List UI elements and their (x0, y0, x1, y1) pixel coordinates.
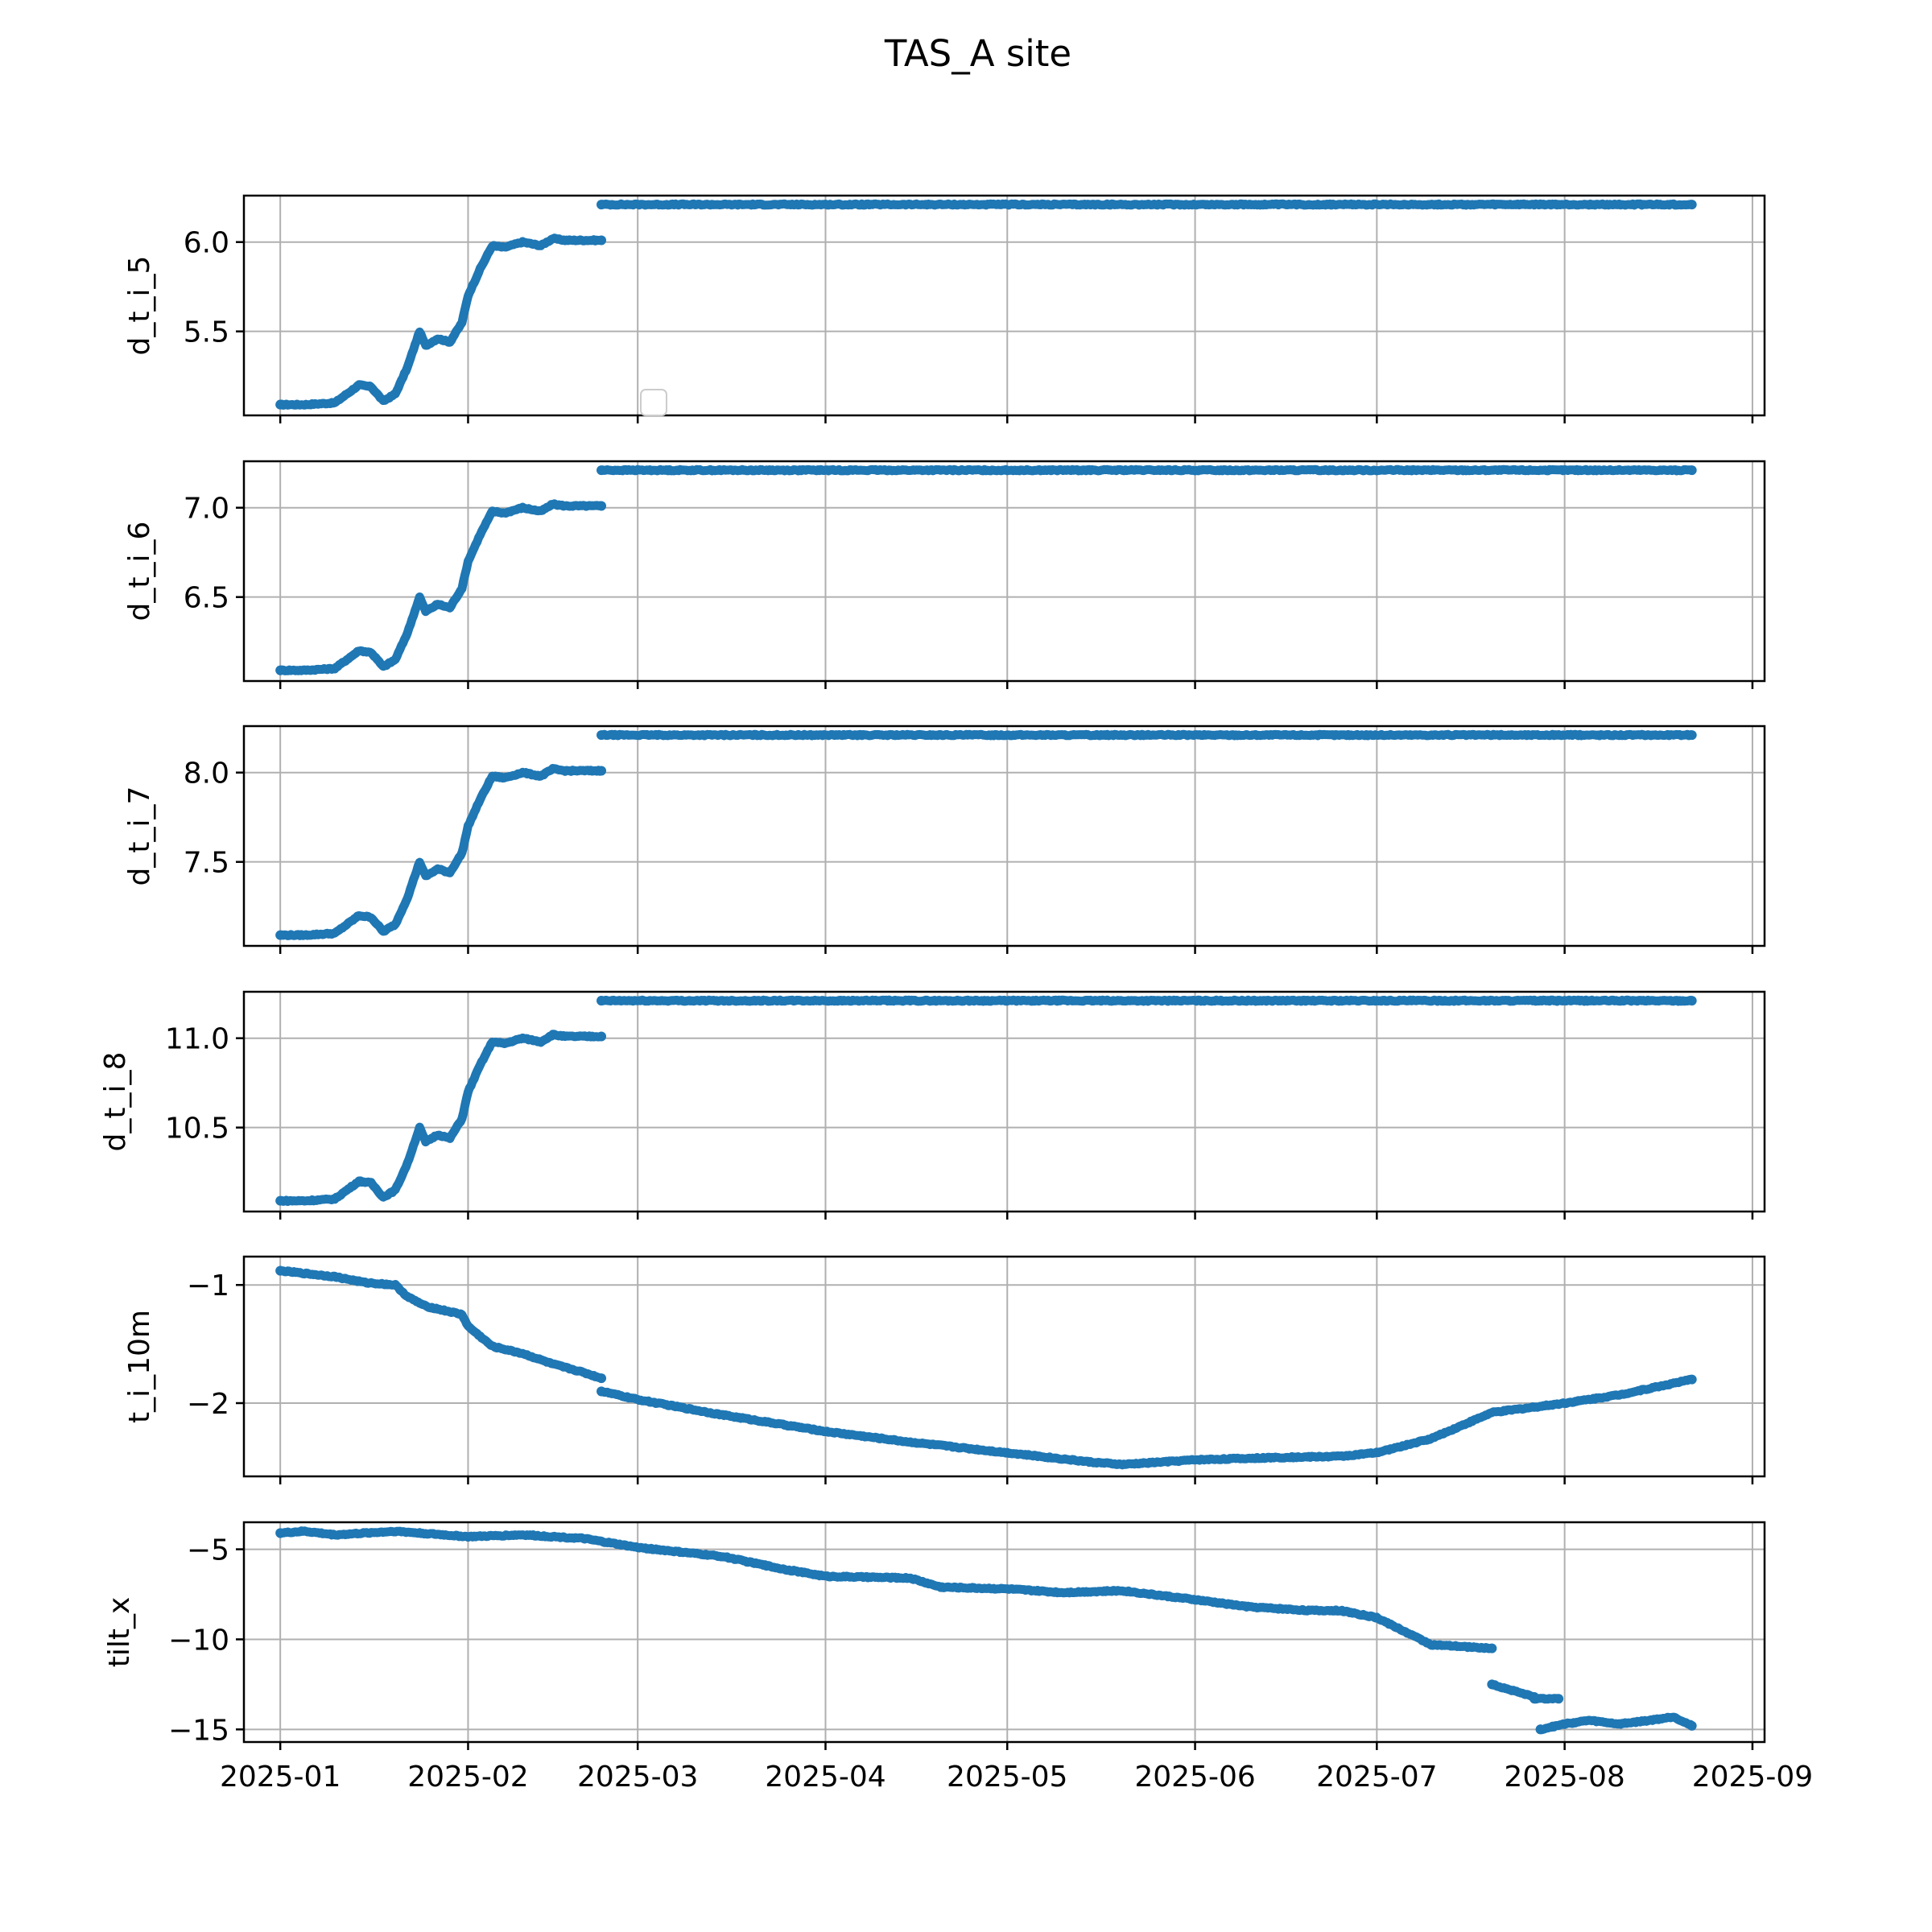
series-line-tilt_x (1536, 1712, 1697, 1735)
series-point (597, 1373, 607, 1384)
series-line-d_t_i_6 (275, 499, 606, 675)
series-point (597, 996, 607, 1006)
axes-frame (242, 990, 1766, 1213)
y-axis-label: d_t_i_8 (99, 1052, 132, 1152)
subplots: 5.5 6.0 d_t_i_5 6.5 7.0 d_t_i_6 7.5 8.0 d_t_i_7 1… (99, 194, 1813, 1794)
x-tick-label: 2025-05 (947, 1761, 1067, 1794)
y-tick-label: 11.0 (165, 1023, 229, 1056)
y-axis-label: d_t_i_7 (123, 786, 156, 886)
series-point (597, 465, 607, 476)
x-tick-label: 2025-02 (407, 1761, 528, 1794)
y-tick-label: −1 (187, 1269, 229, 1302)
x-tick-label: 2025-08 (1504, 1761, 1624, 1794)
series-point (597, 766, 607, 776)
y-tick-label: 7.5 (184, 847, 229, 880)
series-line-d_t_i_5 (597, 199, 1697, 210)
x-tick-label: 2025-06 (1134, 1761, 1255, 1794)
y-tick-label: 10.5 (165, 1113, 229, 1146)
series-line-d_t_i_8 (275, 1030, 606, 1206)
series-line-d_t_i_7 (597, 729, 1697, 741)
axes-frame (242, 724, 1766, 947)
series-point (597, 1386, 607, 1397)
series-point (1686, 465, 1697, 476)
series-point (597, 730, 607, 741)
subplot-tilt_x: −15 −10 −5 2025-01 2025-02 2025-03 2025-04 2025… (103, 1521, 1813, 1794)
series-point (1487, 1679, 1497, 1690)
series-point (275, 399, 286, 410)
series-point (597, 1031, 607, 1042)
series-point (275, 930, 286, 940)
y-axis-label: t_i_10m (123, 1310, 156, 1423)
series-point (1686, 200, 1697, 210)
subplot-d_t_i_5: 5.5 6.0 d_t_i_5 (123, 194, 1766, 423)
y-tick-label: 6.5 (184, 582, 229, 615)
series-point (1686, 1374, 1697, 1385)
y-tick-label: −10 (168, 1624, 229, 1657)
y-axis-label: tilt_x (103, 1597, 136, 1668)
y-tick-label: 7.0 (184, 493, 229, 526)
series-point (275, 665, 286, 675)
series-point (275, 1195, 286, 1206)
series-line-d_t_i_8 (597, 995, 1697, 1006)
series-point (1554, 1694, 1564, 1704)
y-axis-label: d_t_i_6 (123, 522, 156, 621)
y-tick-label: 6.0 (184, 227, 229, 260)
series-point (597, 200, 607, 210)
series-line-tilt_x (1487, 1680, 1539, 1702)
subplot-d_t_i_8: 10.5 11.0 d_t_i_8 (99, 990, 1766, 1220)
axes-frame (242, 460, 1766, 683)
y-axis-label: d_t_i_5 (123, 256, 156, 356)
series-point (275, 1528, 286, 1538)
series-point (1686, 996, 1697, 1006)
series-line-d_t_i_5 (275, 233, 606, 410)
x-tick-label: 2025-01 (220, 1761, 341, 1794)
subplot-d_t_i_7: 7.5 8.0 d_t_i_7 (123, 724, 1766, 954)
series-line-tilt_x (275, 1526, 1496, 1653)
series-line-t_i_10m (597, 1374, 1697, 1470)
series-line-d_t_i_6 (597, 464, 1697, 476)
y-tick-label: −15 (168, 1714, 229, 1747)
series-point (1535, 1724, 1546, 1735)
series-line-t_i_10m (275, 1265, 606, 1383)
series-line-d_t_i_7 (275, 764, 606, 940)
axes-frame (242, 1255, 1766, 1478)
y-tick-label: −2 (187, 1388, 229, 1421)
axes-frame (242, 1521, 1766, 1744)
legend (640, 389, 667, 416)
subplot-d_t_i_6: 6.5 7.0 d_t_i_6 (123, 460, 1766, 689)
axes-frame (242, 194, 1766, 417)
series-point (597, 501, 607, 511)
series-point (1686, 1720, 1697, 1731)
x-tick-label: 2025-09 (1692, 1761, 1813, 1794)
series-point (1530, 1694, 1540, 1704)
series-point (1487, 1643, 1497, 1653)
x-tick-label: 2025-04 (765, 1761, 886, 1794)
x-tick-label: 2025-07 (1316, 1761, 1437, 1794)
y-tick-label: −5 (187, 1534, 229, 1567)
series-point (597, 235, 607, 246)
x-tick-label: 2025-03 (577, 1761, 698, 1794)
y-tick-label: 5.5 (184, 316, 229, 349)
series-point (275, 1265, 286, 1276)
subplot-t_i_10m: −2 −1 t_i_10m (123, 1255, 1766, 1484)
series-point (1686, 730, 1697, 741)
figure-title: TAS_A site (884, 32, 1071, 75)
y-tick-label: 8.0 (184, 758, 229, 791)
